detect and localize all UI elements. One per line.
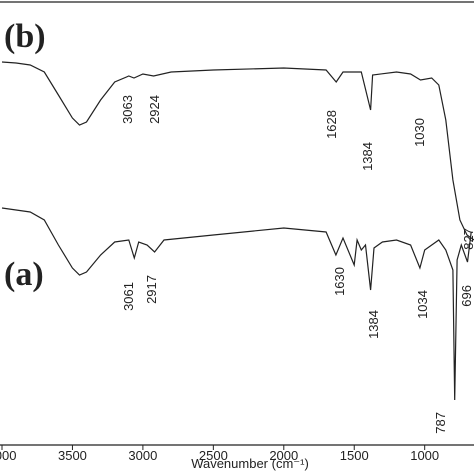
peak-label: 3063 [120,95,135,124]
peak-label: 1030 [412,118,427,147]
spectrum-line [1,207,472,401]
x-tick-label: 3000 [128,448,157,463]
peak-label: 1034 [415,290,430,319]
x-tick-label: 2500 [199,448,228,463]
peak-label: 2917 [144,275,159,304]
x-tick-label: 1000 [410,448,439,463]
panel-label: (a) [4,256,44,293]
peak-label: 1384 [360,142,375,171]
x-axis-label: Wavenumber (cm⁻¹) [191,456,309,471]
peak-label: 787 [433,412,448,434]
peak-label: 827 [461,228,474,250]
x-tick-label: 1500 [340,448,369,463]
peak-label: 3061 [121,282,136,311]
panel-label: (b) [4,18,46,55]
spectrum-line [1,61,474,241]
x-tick-label: 2000 [269,448,298,463]
x-tick-label: 3500 [58,448,87,463]
peak-label: 696 [459,285,474,307]
peak-label: 1628 [324,110,339,139]
peak-label: 1630 [332,267,347,296]
peak-label: 2924 [147,95,162,124]
x-tick-label: 4000 [0,448,16,463]
peak-label: 1384 [366,310,381,339]
